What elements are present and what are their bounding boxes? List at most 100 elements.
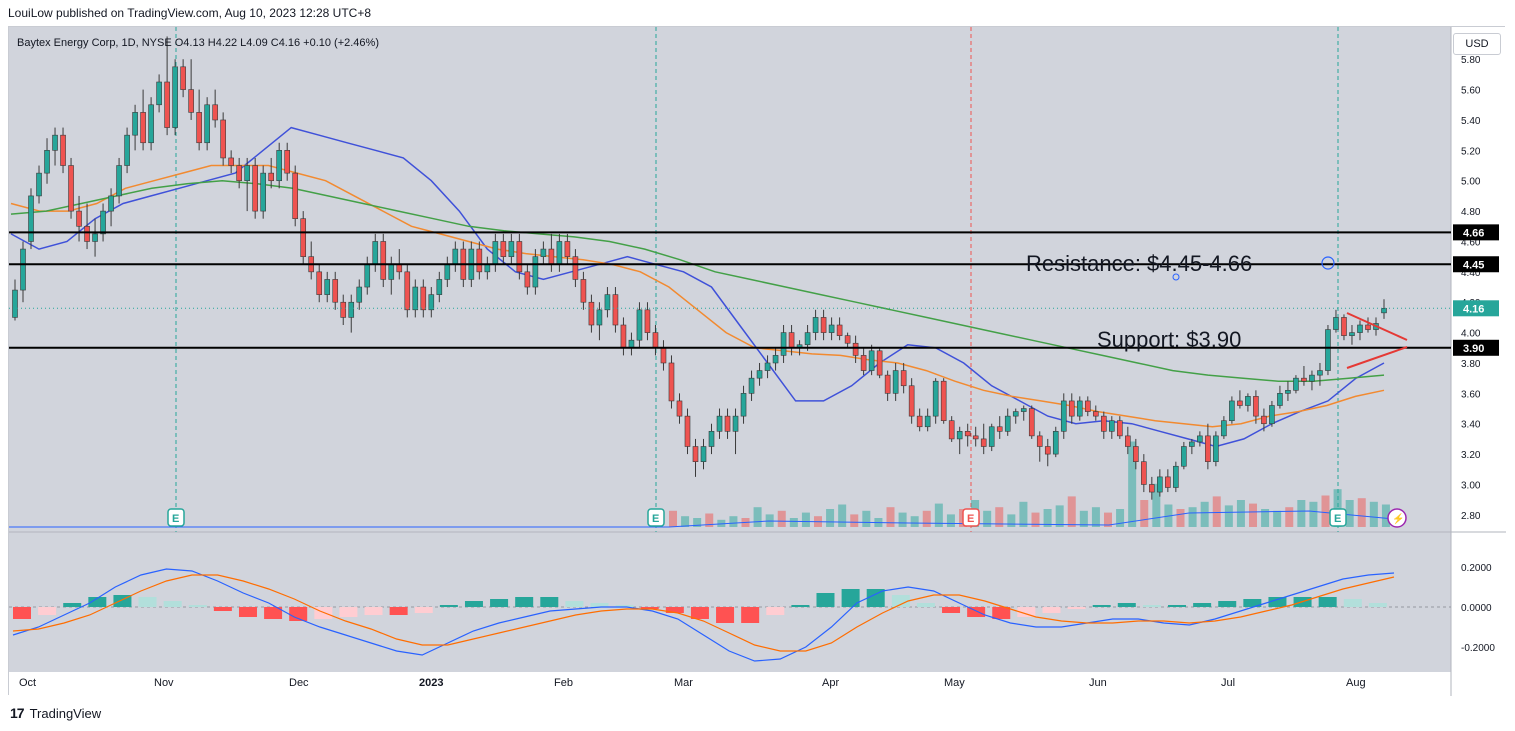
level-price-tag — [1453, 224, 1499, 241]
currency-button[interactable]: USD — [1453, 33, 1501, 55]
volume-bar — [1031, 512, 1040, 527]
candle-body — [708, 431, 715, 447]
macd-histogram-bar — [741, 607, 760, 623]
macd-histogram-bar — [264, 607, 283, 619]
candle-body — [372, 241, 379, 265]
candle-body — [1197, 435, 1203, 443]
macd-histogram-bar — [464, 601, 483, 607]
candle-body — [820, 317, 827, 333]
level-price-tag — [1453, 339, 1499, 356]
macd-histogram-bar — [88, 597, 107, 607]
candle-body — [1052, 431, 1059, 455]
macd-signal-line — [12, 574, 1395, 652]
candle-body — [892, 370, 899, 394]
candle-body — [1277, 393, 1283, 406]
candle-body — [156, 81, 162, 106]
volume-bar — [1345, 500, 1354, 527]
candle-body — [660, 347, 667, 364]
candle-body — [140, 112, 146, 144]
candle-body — [924, 415, 931, 428]
macd-histogram-bar — [314, 607, 333, 619]
volume-bar — [1333, 489, 1342, 527]
lightning-icon — [1387, 508, 1407, 528]
volume-bar — [1188, 507, 1197, 527]
volume-bar — [1297, 500, 1306, 527]
volume-bar — [753, 507, 762, 527]
chart-panel[interactable]: 5.805.605.405.205.004.804.604.404.204.00… — [8, 26, 1506, 696]
candle-body — [1181, 446, 1187, 467]
macd-histogram-bar — [866, 589, 885, 607]
candle-body — [236, 165, 242, 182]
candle-body — [748, 377, 755, 394]
candle-body — [612, 294, 619, 326]
candle-body — [1149, 484, 1155, 493]
macd-histogram-bar — [13, 607, 31, 619]
candle-body — [364, 263, 371, 288]
macd-histogram-bar — [1243, 599, 1262, 607]
macd-tick-label: 0.2000 — [1461, 563, 1492, 574]
candle-body — [1100, 415, 1107, 432]
volume-bar — [669, 510, 677, 527]
candle-body — [476, 248, 483, 273]
triangle-upper-line — [1346, 312, 1408, 341]
volume-bar — [922, 510, 931, 527]
macd-histogram-bar — [1017, 607, 1036, 617]
candle-body — [36, 172, 42, 197]
macd-histogram-bar — [942, 607, 961, 613]
candle-body — [836, 324, 843, 336]
price-chart-svg[interactable]: 5.805.605.405.205.004.804.604.404.204.00… — [9, 27, 1506, 696]
candle-body — [340, 301, 347, 318]
brand-name: TradingView — [29, 705, 102, 721]
candle-body — [700, 446, 707, 462]
volume-bar — [1043, 509, 1052, 527]
level-price-tag — [1453, 256, 1499, 273]
volume-bar — [1152, 483, 1161, 527]
volume-bar — [1055, 505, 1064, 527]
candle-body — [812, 317, 819, 333]
volume-bar — [1273, 510, 1282, 527]
price-tick-label: 3.40 — [1461, 420, 1481, 431]
candle-body — [1036, 435, 1043, 447]
macd-histogram-bar — [1168, 605, 1187, 607]
time-tick-label: Jul — [1221, 677, 1235, 689]
price-tick-label: 3.00 — [1461, 480, 1481, 491]
candle-body — [1349, 332, 1355, 336]
tradingview-logo-icon: 17 — [10, 705, 25, 721]
candle-body — [428, 294, 435, 311]
volume-bar — [1236, 500, 1245, 527]
macd-histogram-bar — [665, 607, 684, 613]
candle-body — [540, 248, 547, 257]
earnings-marker-label: E — [172, 513, 179, 525]
macd-histogram-bar — [1268, 597, 1287, 607]
candle-body — [212, 104, 218, 121]
candle-body — [1325, 329, 1331, 371]
volume-bar — [826, 509, 835, 527]
candle-body — [516, 241, 523, 273]
lightning-glyph: ⚡ — [1392, 512, 1404, 525]
macd-histogram-bar — [1117, 603, 1136, 607]
time-tick-label: Aug — [1346, 677, 1366, 689]
candle-body — [1165, 476, 1171, 488]
candle-body — [756, 370, 763, 379]
volume-bar — [898, 512, 907, 527]
triangle-lower-line — [1346, 346, 1408, 369]
macd-histogram-bar — [916, 603, 935, 607]
candle-body — [60, 134, 66, 166]
candle-body — [588, 301, 595, 326]
candle-body — [1269, 405, 1275, 425]
candle-body — [148, 104, 154, 144]
candle-body — [780, 332, 787, 356]
current-price-tag — [1453, 300, 1499, 317]
macd-histogram-bar — [590, 603, 609, 607]
footer-brand: 17 TradingView — [10, 705, 101, 721]
earnings-marker-label: E — [652, 513, 659, 525]
volume-bar — [777, 510, 786, 527]
candle-body — [1381, 307, 1387, 314]
candle-body — [68, 165, 74, 212]
candle-body — [84, 225, 90, 242]
macd-histogram-bar — [1042, 607, 1061, 613]
volume-bar — [1104, 512, 1112, 527]
candle-body — [132, 112, 138, 136]
candle-body — [644, 309, 651, 333]
volume-bar — [886, 507, 895, 527]
